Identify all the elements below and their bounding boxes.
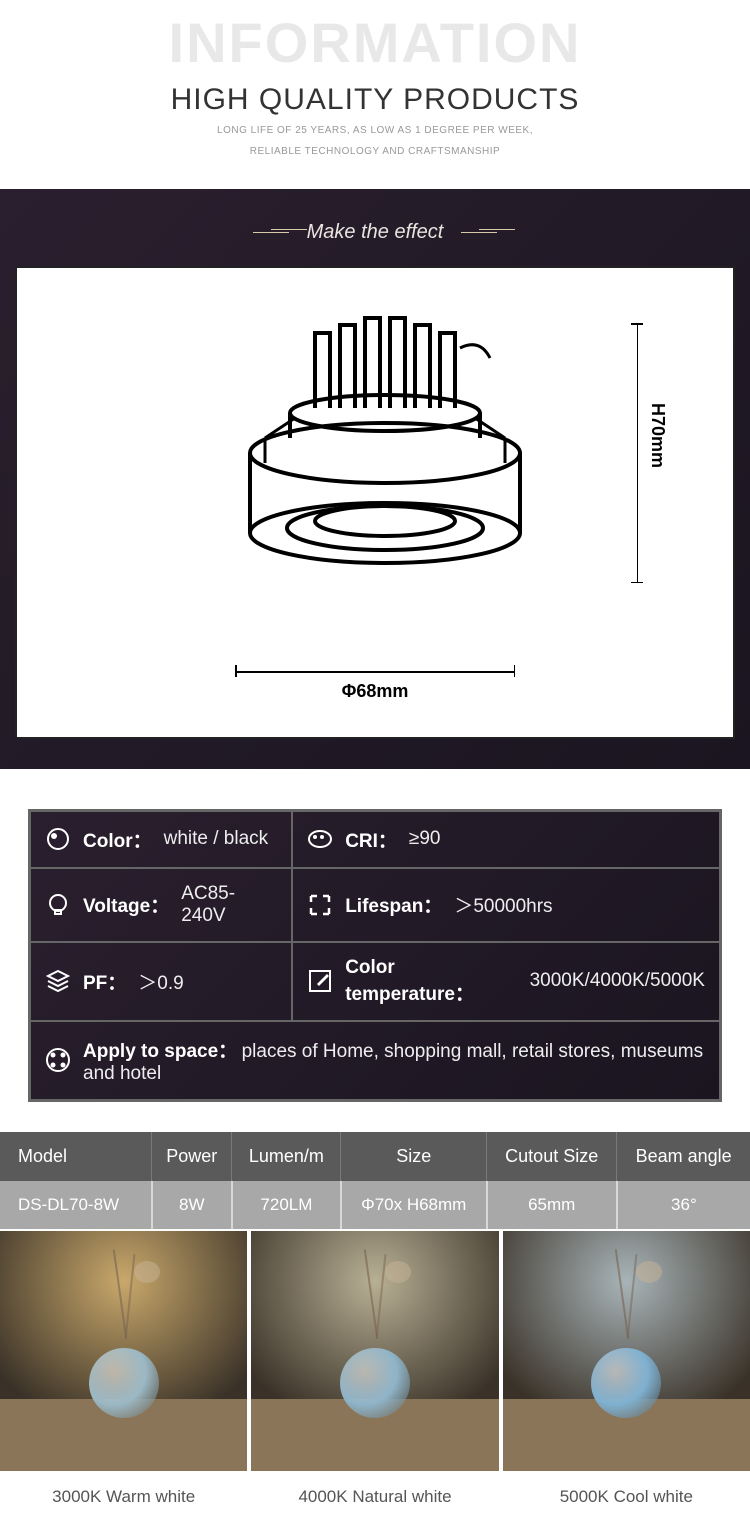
spec-row: PF： ＞0.9 Color temperature： 3000K/4000K/… <box>30 942 720 1021</box>
cct-image-warm <box>0 1231 247 1471</box>
line-deco-left <box>253 232 289 233</box>
cct-item-warm: 3000K Warm white <box>0 1231 247 1515</box>
spec-voltage: Voltage： AC85-240V <box>30 868 292 942</box>
spec-row: Color： white / black CRI： ≥90 <box>30 811 720 868</box>
cct-label: 4000K Natural white <box>251 1471 498 1515</box>
cell-size: Φ70x H68mm <box>341 1181 487 1229</box>
spec-label: CRI： <box>345 826 397 853</box>
dimension-width-line <box>235 671 515 673</box>
cct-label: 3000K Warm white <box>0 1471 247 1515</box>
cct-image-cool <box>503 1231 750 1471</box>
col-model: Model <box>0 1132 152 1181</box>
cct-item-natural: 4000K Natural white <box>251 1231 498 1515</box>
cell-cutout: 65mm <box>487 1181 617 1229</box>
col-power: Power <box>152 1132 232 1181</box>
header: INFORMATION HIGH QUALITY PRODUCTS LONG L… <box>0 0 750 189</box>
col-beam: Beam angle <box>617 1132 750 1181</box>
diagram-inner: H70mm <box>72 303 678 663</box>
spec-value: AC85-240V <box>181 883 277 927</box>
table-row: DS-DL70-8W 8W 720LM Φ70x H68mm 65mm 36° <box>0 1181 750 1229</box>
spec-value: 3000K/4000K/5000K <box>530 970 705 992</box>
spec-label: Lifespan： <box>345 891 442 918</box>
tagline-1: LONG LIFE OF 25 YEARS, AS LOW AS 1 DEGRE… <box>0 123 750 138</box>
cct-vase <box>591 1348 661 1418</box>
spec-value: ＞50000hrs <box>454 891 552 918</box>
page-title: INFORMATION <box>0 10 750 75</box>
dimension-width-label: Φ68mm <box>72 681 678 702</box>
spec-label: Voltage： <box>83 891 169 918</box>
col-cutout: Cutout Size <box>487 1132 617 1181</box>
effect-section: Make the effect <box>0 189 750 769</box>
spec-value: white / black <box>164 828 269 850</box>
tagline-2: RELIABLE TECHNOLOGY AND CRAFTSMANSHIP <box>0 144 750 159</box>
spec-apply: Apply to space： places of Home, shopping… <box>30 1021 720 1100</box>
page-subtitle: HIGH QUALITY PRODUCTS <box>0 83 750 117</box>
spec-table-section: Model Power Lumen/m Size Cutout Size Bea… <box>0 1132 750 1229</box>
cct-vase <box>340 1348 410 1418</box>
col-lumen: Lumen/m <box>232 1132 341 1181</box>
cct-label: 5000K Cool white <box>503 1471 750 1515</box>
cct-vase <box>89 1348 159 1418</box>
cell-beam: 36° <box>617 1181 750 1229</box>
lifespan-icon <box>307 892 333 918</box>
spec-label: Color： <box>83 826 152 853</box>
spec-color: Color： white / black <box>30 811 292 868</box>
bulb-icon <box>45 892 71 918</box>
downlight-diagram <box>195 303 555 603</box>
cell-lumen: 720LM <box>232 1181 341 1229</box>
spec-value: ≥90 <box>409 828 441 850</box>
spec-pf: PF： ＞0.9 <box>30 942 292 1021</box>
effect-header: Make the effect <box>15 209 735 256</box>
cell-model: DS-DL70-8W <box>0 1181 152 1229</box>
spec-row: Voltage： AC85-240V Lifespan： ＞50000hrs <box>30 868 720 942</box>
dimension-height-label: H70mm <box>647 403 668 468</box>
cct-item-cool: 5000K Cool white <box>503 1231 750 1515</box>
palette-icon <box>45 826 71 852</box>
cct-section: 3000K Warm white 4000K Natural white 500… <box>0 1231 750 1515</box>
spec-label: Color temperature： <box>345 957 517 1006</box>
effect-title: Make the effect <box>307 221 444 244</box>
cell-power: 8W <box>152 1181 232 1229</box>
layers-icon <box>45 968 71 994</box>
edit-icon <box>307 968 333 994</box>
spec-row: Apply to space： places of Home, shopping… <box>30 1021 720 1100</box>
table-header-row: Model Power Lumen/m Size Cutout Size Bea… <box>0 1132 750 1181</box>
diagram-box: H70mm Φ68mm <box>15 266 735 739</box>
cri-icon <box>307 826 333 852</box>
dimension-height-line <box>637 323 638 583</box>
spec-cri: CRI： ≥90 <box>292 811 720 868</box>
spec-grid: Color： white / black CRI： ≥90 Voltage： A… <box>28 809 722 1102</box>
spec-label: PF： <box>83 968 126 995</box>
dimension-width: Φ68mm <box>72 671 678 702</box>
spec-value: ＞0.9 <box>138 968 183 995</box>
cct-fluff <box>134 1261 160 1283</box>
spec-lifespan: Lifespan： ＞50000hrs <box>292 868 720 942</box>
grid-icon <box>45 1047 71 1073</box>
col-size: Size <box>341 1132 487 1181</box>
line-deco-right <box>461 232 497 233</box>
spec-table: Model Power Lumen/m Size Cutout Size Bea… <box>0 1132 750 1229</box>
cct-image-natural <box>251 1231 498 1471</box>
spec-temp: Color temperature： 3000K/4000K/5000K <box>292 942 720 1021</box>
spec-label: Apply to space： <box>83 1041 237 1062</box>
